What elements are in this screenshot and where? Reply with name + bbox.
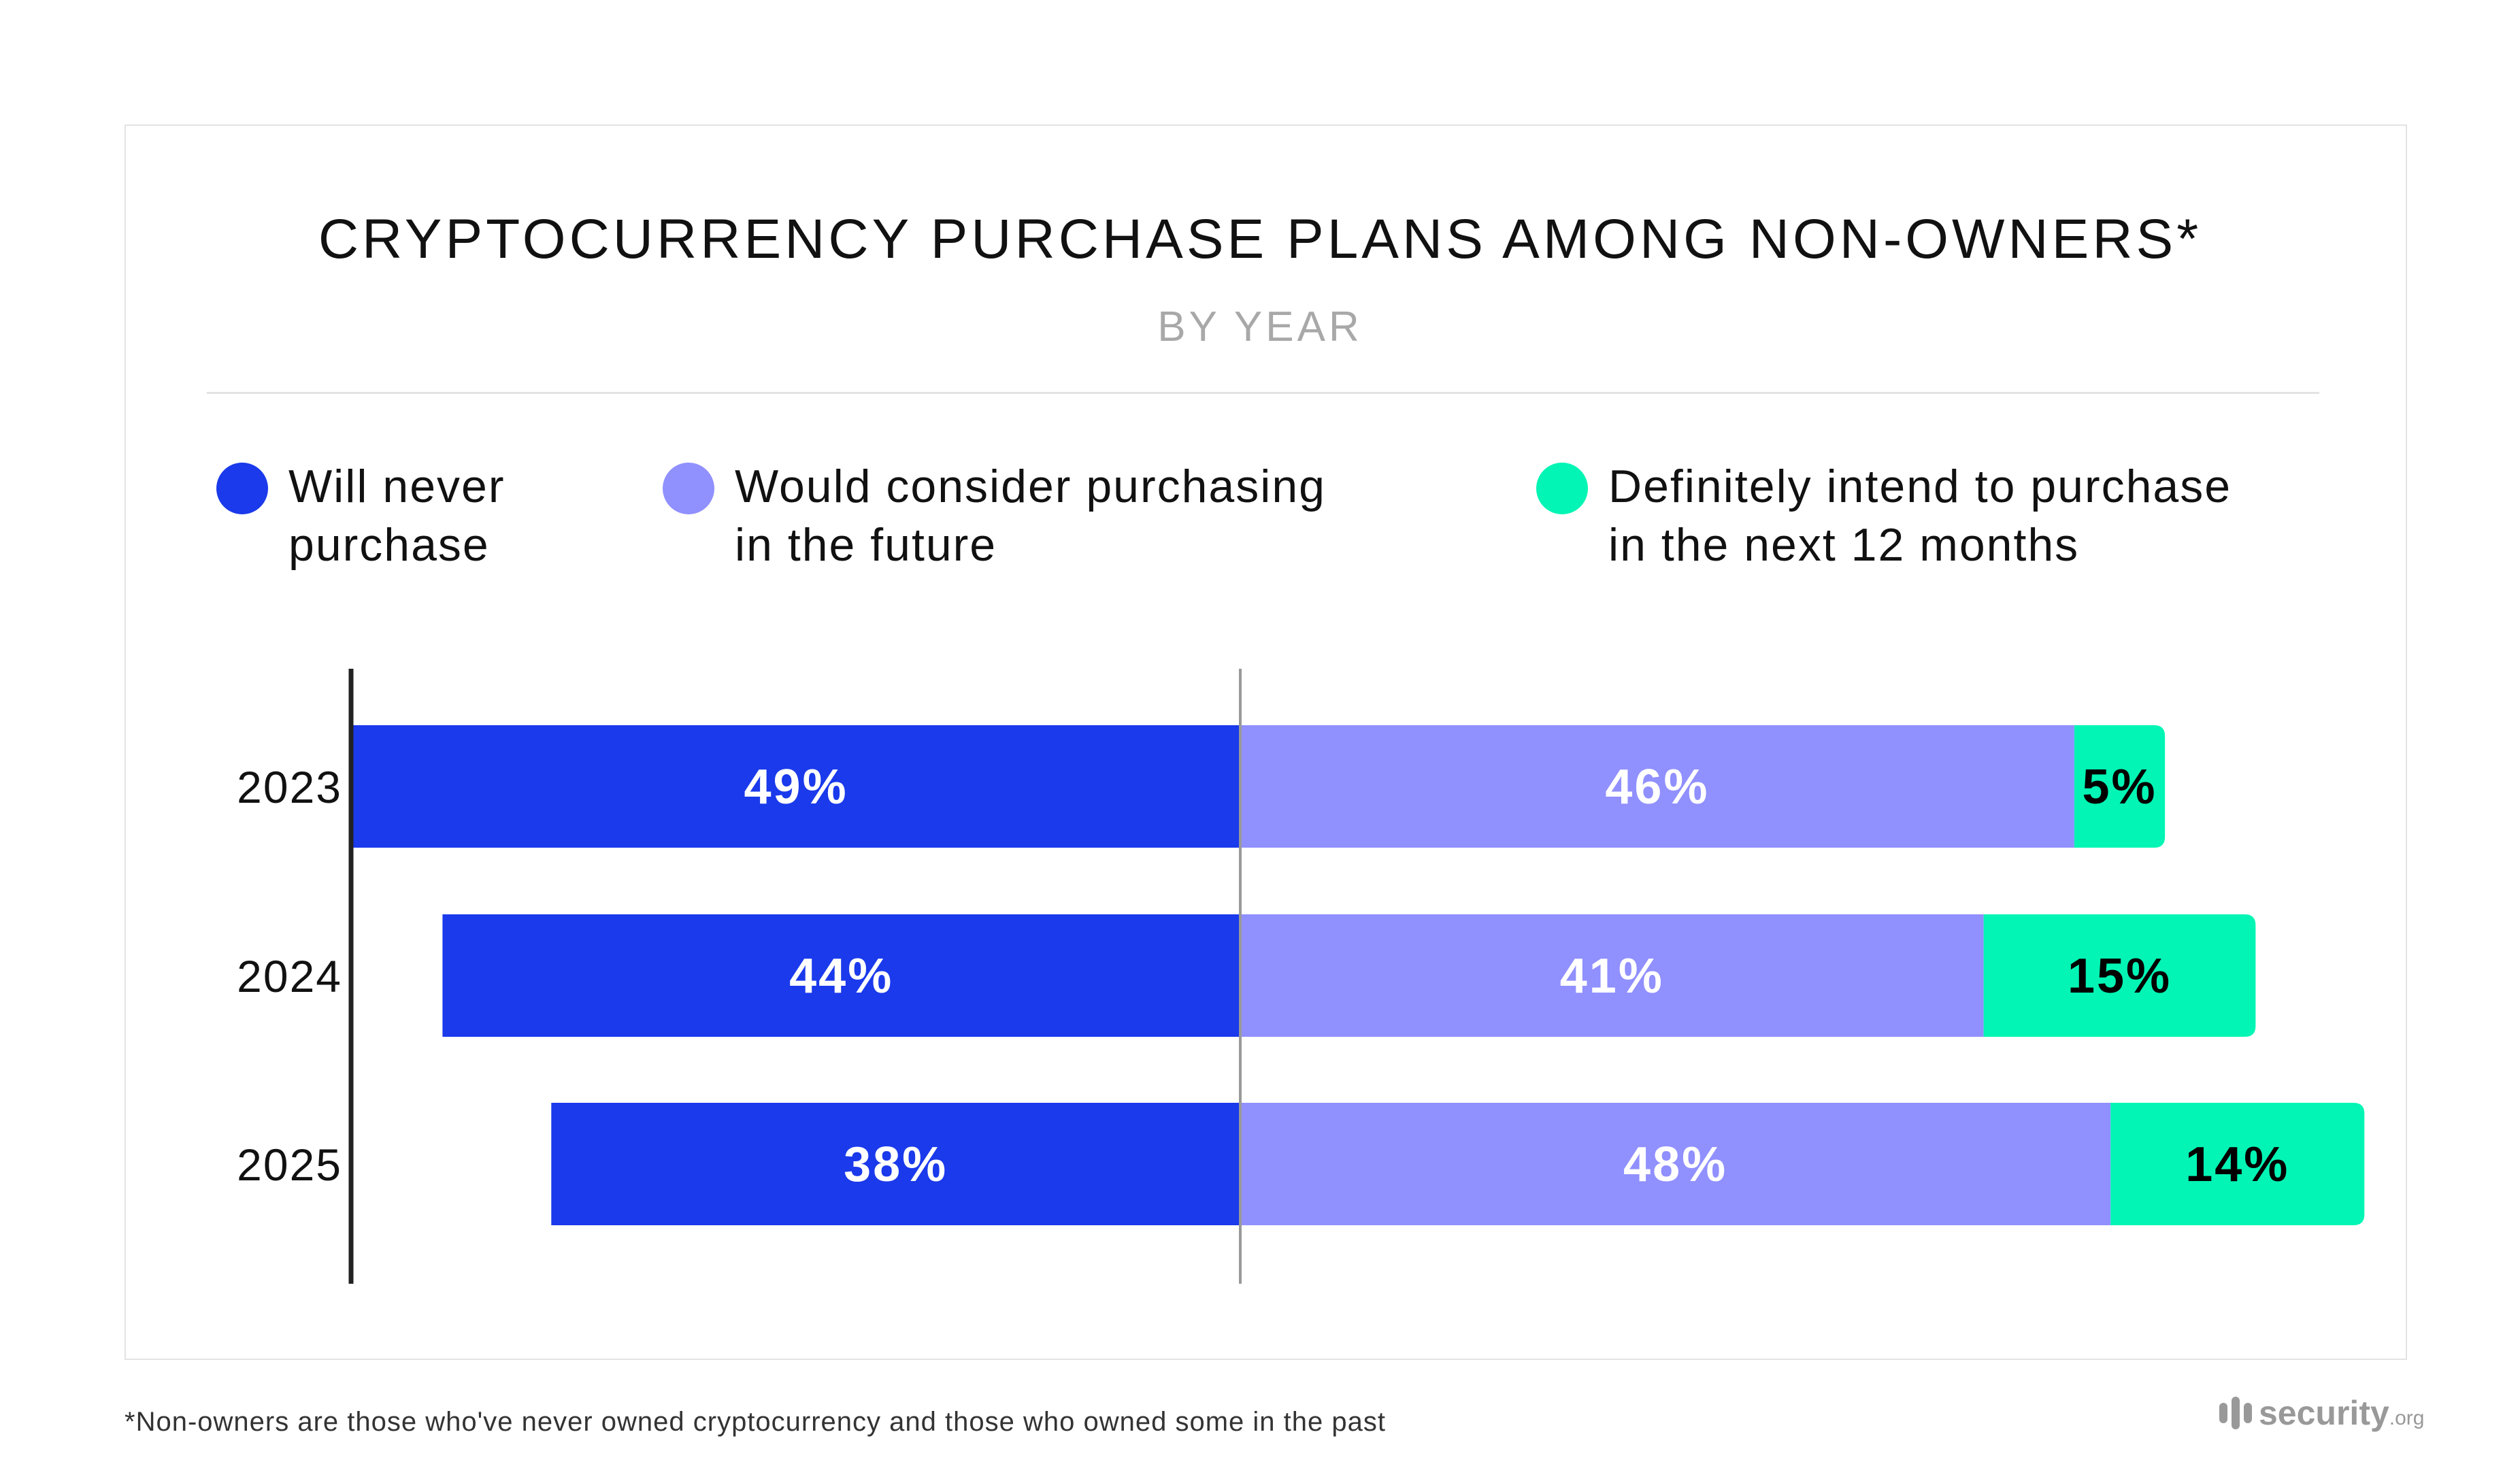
logo-bars-icon [2219, 1396, 2252, 1430]
legend-label: Definitely intend to purchase in the nex… [1608, 461, 2232, 571]
chart-subtitle: BY YEAR [1157, 303, 1363, 350]
bar-value-label: 46% [1605, 760, 1709, 814]
chart-card [125, 124, 2407, 1360]
bar-value-label: 5% [2082, 760, 2157, 814]
bar-segment [352, 725, 1240, 848]
legend-item-intend: Definitely intend to purchase in the nex… [1536, 457, 2357, 574]
bar-value-label: 41% [1560, 949, 1664, 1003]
bar-value-label: 49% [744, 760, 848, 814]
year-label: 2023 [237, 762, 342, 812]
bar-segment [442, 914, 1240, 1037]
logo-tld: .org [2389, 1407, 2425, 1429]
bar-value-label: 44% [789, 949, 893, 1003]
logo-word: security [2259, 1394, 2389, 1432]
legend-label: Would consider purchasing in the future [735, 461, 1326, 571]
legend-dot-icon [1536, 463, 1588, 514]
bar-value-label: 48% [1623, 1137, 1727, 1192]
legend-dot-icon [663, 463, 714, 514]
security-org-logo: security .org [2219, 1396, 2424, 1430]
legend-item-consider: Would consider purchasing in the future [663, 457, 1483, 574]
legend-dot-icon [216, 463, 268, 514]
bar-value-label: 15% [2068, 949, 2172, 1003]
legend-item-never: Will never purchase [216, 457, 1037, 574]
divider [207, 392, 2319, 394]
bar-segment [1240, 914, 1984, 1037]
footnote: *Non-owners are those who've never owned… [125, 1407, 1386, 1437]
bar-segment [1240, 725, 2074, 848]
chart-title: CRYPTOCURRENCY PURCHASE PLANS AMONG NON-… [318, 208, 2202, 270]
year-label: 2024 [237, 951, 342, 1001]
bar-value-label: 38% [844, 1137, 948, 1192]
year-label: 2025 [237, 1140, 342, 1190]
bar-segment [1240, 1103, 2111, 1225]
bar-segment [2074, 725, 2166, 848]
legend-label: Will never purchase [288, 461, 505, 571]
bar-value-label: 14% [2185, 1137, 2289, 1192]
bar-segment [551, 1103, 1240, 1225]
bar-segment [2110, 1103, 2365, 1225]
bar-segment [1983, 914, 2256, 1037]
